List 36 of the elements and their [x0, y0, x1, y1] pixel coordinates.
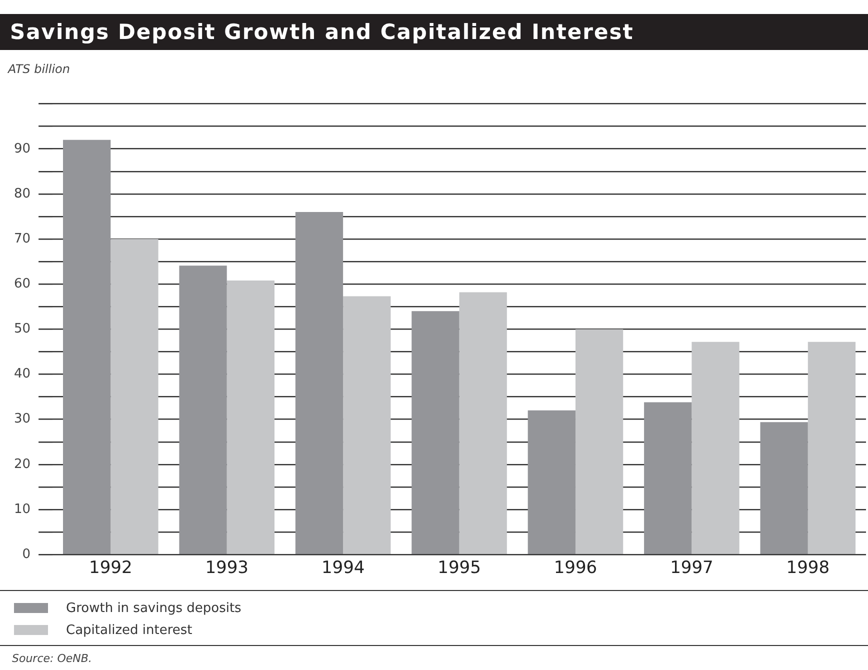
chart-title: Savings Deposit Growth and Capitalized Interest	[0, 14, 868, 50]
source-note: Source: OeNB.	[12, 652, 93, 665]
x-tick-label: 1992	[89, 558, 132, 578]
x-tick-label: 1997	[670, 558, 714, 578]
bar	[528, 410, 576, 554]
bar	[343, 296, 391, 554]
x-tick-label: 1995	[438, 558, 481, 578]
x-tick-label: 1996	[554, 558, 598, 578]
bar	[63, 140, 111, 554]
chart-subtitle: ATS billion	[8, 62, 70, 76]
bar	[760, 422, 808, 554]
bar	[179, 266, 227, 554]
bar	[808, 342, 856, 554]
bar	[692, 342, 740, 554]
y-tick-label: 90	[14, 141, 31, 156]
y-tick-label: 70	[14, 231, 31, 246]
bar	[575, 329, 624, 554]
y-tick-label: 50	[14, 322, 31, 337]
legend-label: Growth in savings deposits	[66, 600, 242, 616]
legend-label: Capitalized interest	[66, 622, 192, 638]
y-tick-label: 0	[22, 546, 31, 562]
y-tick-label: 30	[14, 412, 31, 427]
bar	[412, 311, 460, 554]
y-tick-label: 40	[14, 366, 31, 382]
x-tick-label: 1994	[321, 558, 365, 578]
bar	[295, 212, 344, 554]
bar	[644, 402, 692, 554]
bar	[110, 239, 158, 554]
x-tick-label: 1998	[786, 558, 830, 578]
y-tick-label: 20	[14, 456, 31, 472]
x-tick-label: 1993	[205, 558, 248, 578]
y-tick-label: 10	[14, 502, 31, 517]
y-tick-label: 80	[14, 186, 31, 202]
bar	[459, 292, 507, 554]
y-tick-label: 60	[14, 276, 31, 292]
bar	[226, 280, 274, 554]
